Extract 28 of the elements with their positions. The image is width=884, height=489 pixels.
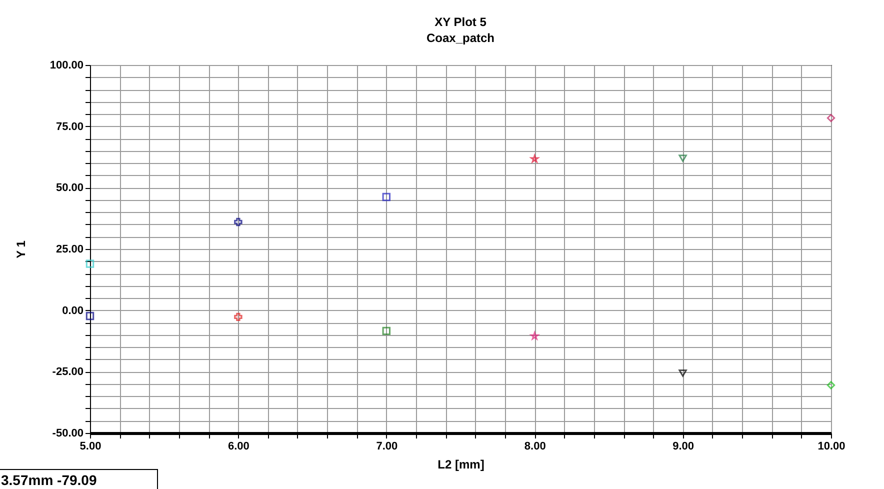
x-tick-label: 8.00: [524, 440, 546, 452]
point: [826, 114, 836, 122]
x-tick-label: 10.00: [818, 440, 846, 452]
point: [382, 192, 391, 202]
y-tick-label: 100.00: [50, 60, 84, 72]
point: [678, 154, 687, 162]
x-tick-label: 5.00: [80, 440, 102, 452]
point: [86, 260, 94, 268]
y-tick-label: -50.00: [52, 428, 84, 440]
chart-title: XY Plot 5: [434, 15, 487, 29]
text: 3.57mm -79.09: [0, 469, 158, 489]
point: [678, 369, 687, 377]
y-tick-label: 75.00: [56, 120, 84, 133]
point: [86, 312, 94, 320]
point: [382, 326, 391, 336]
point: [234, 218, 242, 226]
chart-subtitle: Coax_patch: [426, 31, 495, 45]
y-tick-label: 50.00: [56, 182, 84, 194]
y-axis-title: Y 1: [14, 240, 28, 258]
x-tick-label: 7.00: [376, 440, 398, 452]
x-axis-title: L2 [mm]: [438, 458, 484, 472]
y-tick-label: -25.00: [52, 366, 84, 378]
point: [826, 381, 836, 390]
point: [234, 312, 242, 322]
y-tick-label: 25.00: [56, 244, 84, 256]
x-tick-label: 6.00: [228, 440, 250, 452]
x-tick-label: 9.00: [672, 440, 694, 452]
y-tick-label: 0.00: [62, 304, 84, 317]
